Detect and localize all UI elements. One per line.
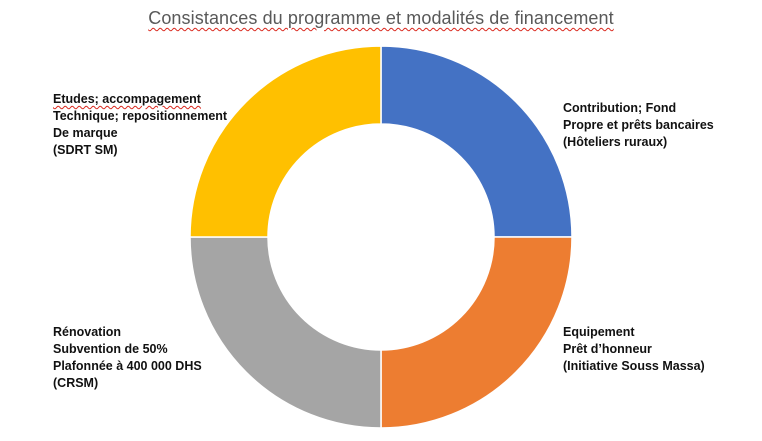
chart-title: Consistances du programme et modalités d… xyxy=(0,8,762,29)
slice-label-contribution-line-2: Propre et prêts bancaires xyxy=(563,118,714,132)
chart-title-text: Consistances du programme et modalités d… xyxy=(148,8,614,28)
slice-equipement xyxy=(380,236,573,429)
slice-label-renovation-line-2: Subvention de 50% xyxy=(53,342,168,356)
slice-label-etudes-line-4: (SDRT SM) xyxy=(53,143,118,157)
slice-label-equipement-line-1: Equipement xyxy=(563,325,635,339)
slice-label-renovation: Rénovation Subvention de 50% Plafonnée à… xyxy=(53,324,202,392)
slice-label-contribution-line-1: Contribution; Fond xyxy=(563,101,677,115)
slice-contribution xyxy=(380,45,573,238)
slice-label-etudes-line-3: De marque xyxy=(53,126,118,140)
slice-label-equipement-line-3: (Initiative Souss Massa) xyxy=(563,359,705,373)
slice-label-etudes-line-2: Technique; repositionnement xyxy=(53,109,228,123)
slice-etudes xyxy=(189,45,382,238)
slice-label-renovation-line-3: Plafonnée à 400 000 DHS xyxy=(53,359,202,373)
slice-label-contribution-line-3: (Hôteliers ruraux) xyxy=(563,135,668,149)
slice-label-contribution: Contribution; Fond Propre et prêts banca… xyxy=(563,100,714,151)
slice-renovation xyxy=(189,236,382,429)
slice-label-equipement: Equipement Prêt d’honneur (Initiative So… xyxy=(563,324,705,375)
slice-label-etudes: Etudes; accompagement Technique; reposit… xyxy=(53,91,227,159)
slice-label-renovation-line-1: Rénovation xyxy=(53,325,122,339)
slice-label-equipement-line-2: Prêt d’honneur xyxy=(563,342,652,356)
slice-label-etudes-line-1: Etudes; accompagement xyxy=(53,92,201,106)
slice-label-renovation-line-4: (CRSM) xyxy=(53,376,99,390)
